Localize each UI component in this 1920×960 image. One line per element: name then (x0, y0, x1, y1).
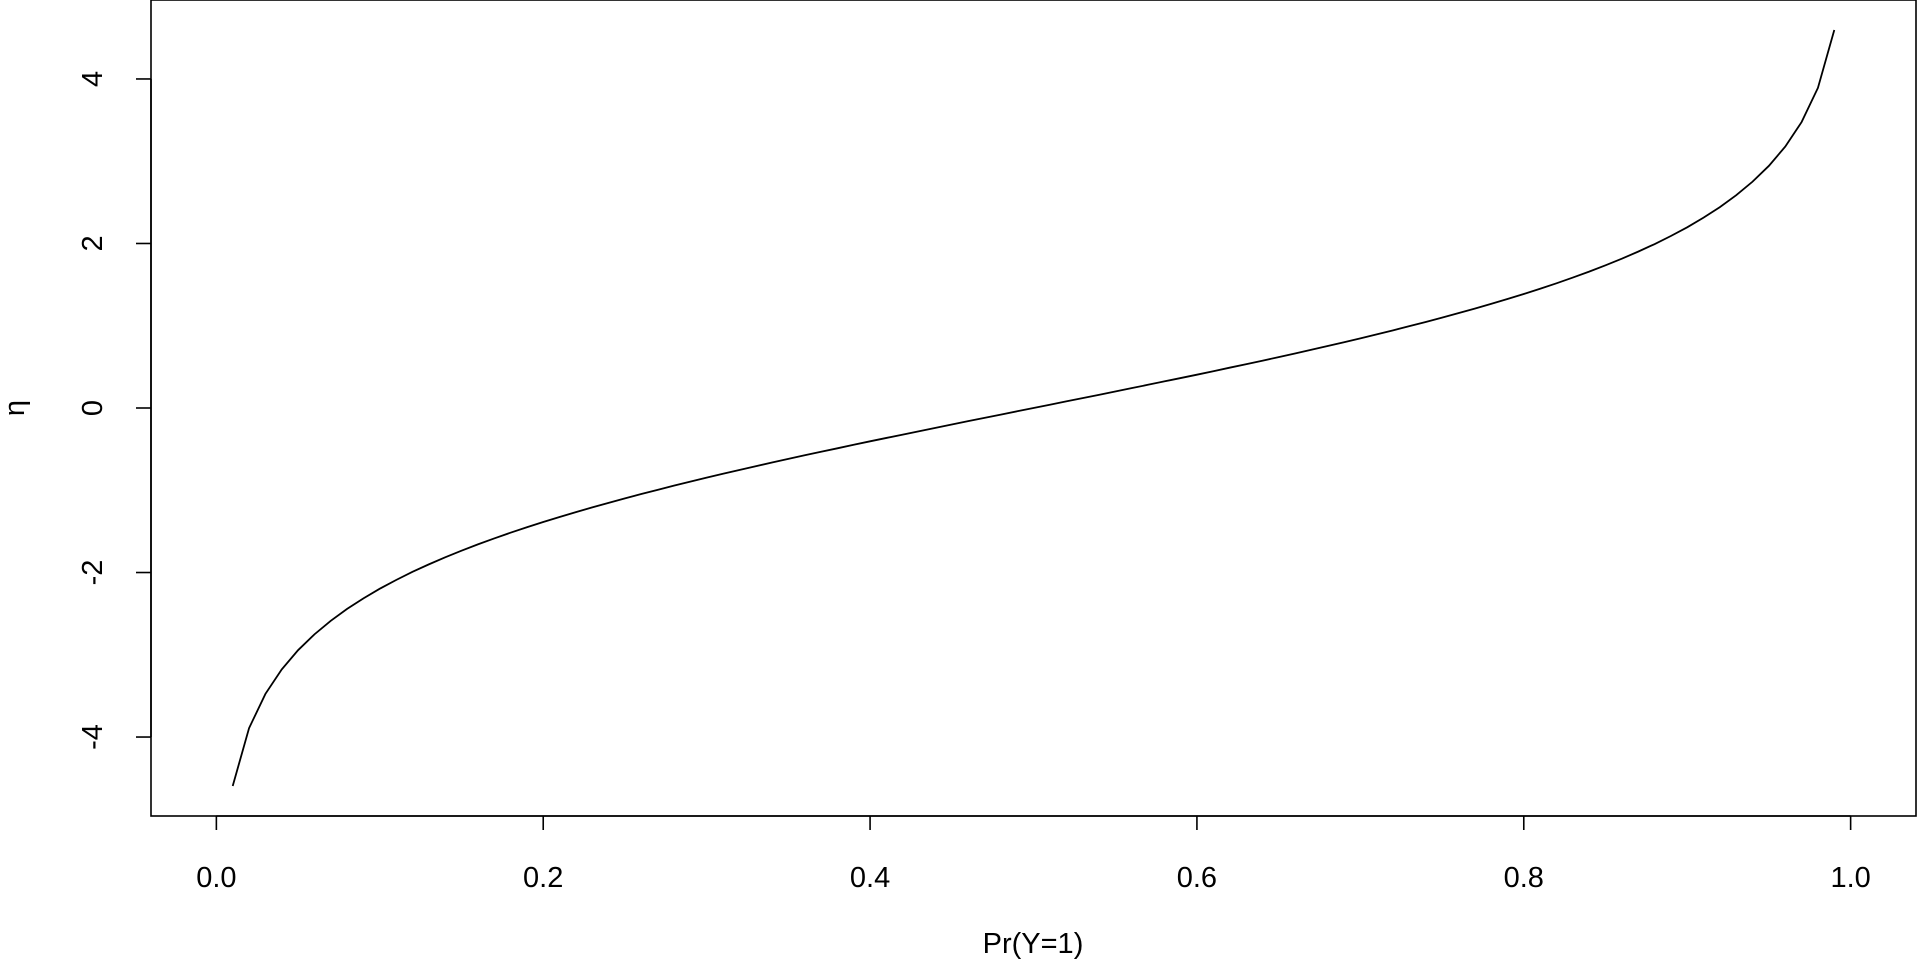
y-axis-title: η (0, 400, 31, 416)
y-axis: -4 -2 0 2 4 (77, 71, 152, 750)
x-tick-label: 0.6 (1177, 862, 1217, 894)
y-tick-label: 4 (77, 71, 109, 87)
x-axis-title: Pr(Y=1) (983, 928, 1084, 960)
x-axis: 0.0 0.2 0.4 0.6 0.8 1.0 (196, 815, 1871, 894)
logit-curve (231, 29, 1836, 787)
x-tick-label: 0.0 (196, 862, 236, 894)
y-tick-label: -2 (77, 560, 109, 586)
x-tick-label: 0.4 (850, 862, 890, 894)
y-tick-label: 0 (77, 400, 109, 416)
x-tick-label: 0.8 (1504, 862, 1544, 894)
x-tick-label: 1.0 (1830, 862, 1870, 894)
y-tick-label: -4 (77, 724, 109, 750)
y-tick-label: 2 (77, 235, 109, 251)
x-tick-label: 0.2 (523, 862, 563, 894)
